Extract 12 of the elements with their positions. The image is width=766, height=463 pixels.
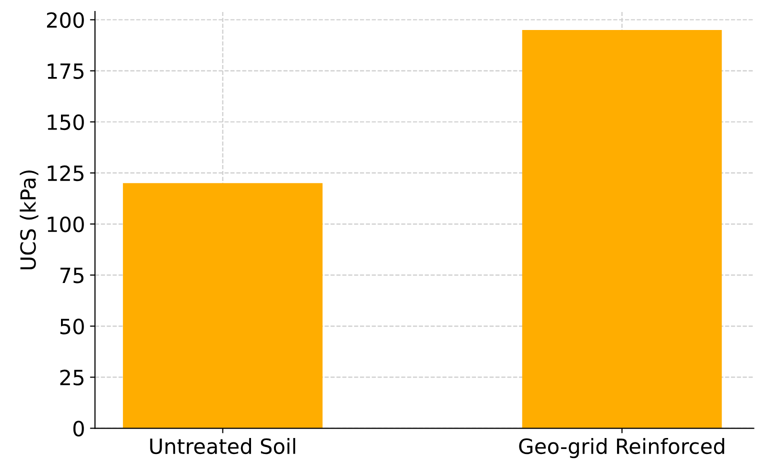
y-tick-label: 150 — [48, 114, 84, 130]
y-tick-label: 175 — [48, 64, 84, 80]
y-tick-label: 125 — [48, 165, 84, 182]
x-tick-label: Untreated Soil — [150, 438, 296, 454]
y-tick-label: 50 — [60, 318, 84, 334]
y-tick-label: 0 — [73, 420, 84, 436]
y-tick-label: 200 — [47, 12, 84, 28]
y-tick-label: 25 — [60, 370, 84, 386]
y-tick-label: 75 — [60, 268, 84, 284]
y-axis-title: UCS (kPa) — [20, 170, 38, 270]
x-tick-label: Geo-grid Reinforced — [519, 438, 724, 458]
y-tick-label: 100 — [48, 216, 84, 232]
